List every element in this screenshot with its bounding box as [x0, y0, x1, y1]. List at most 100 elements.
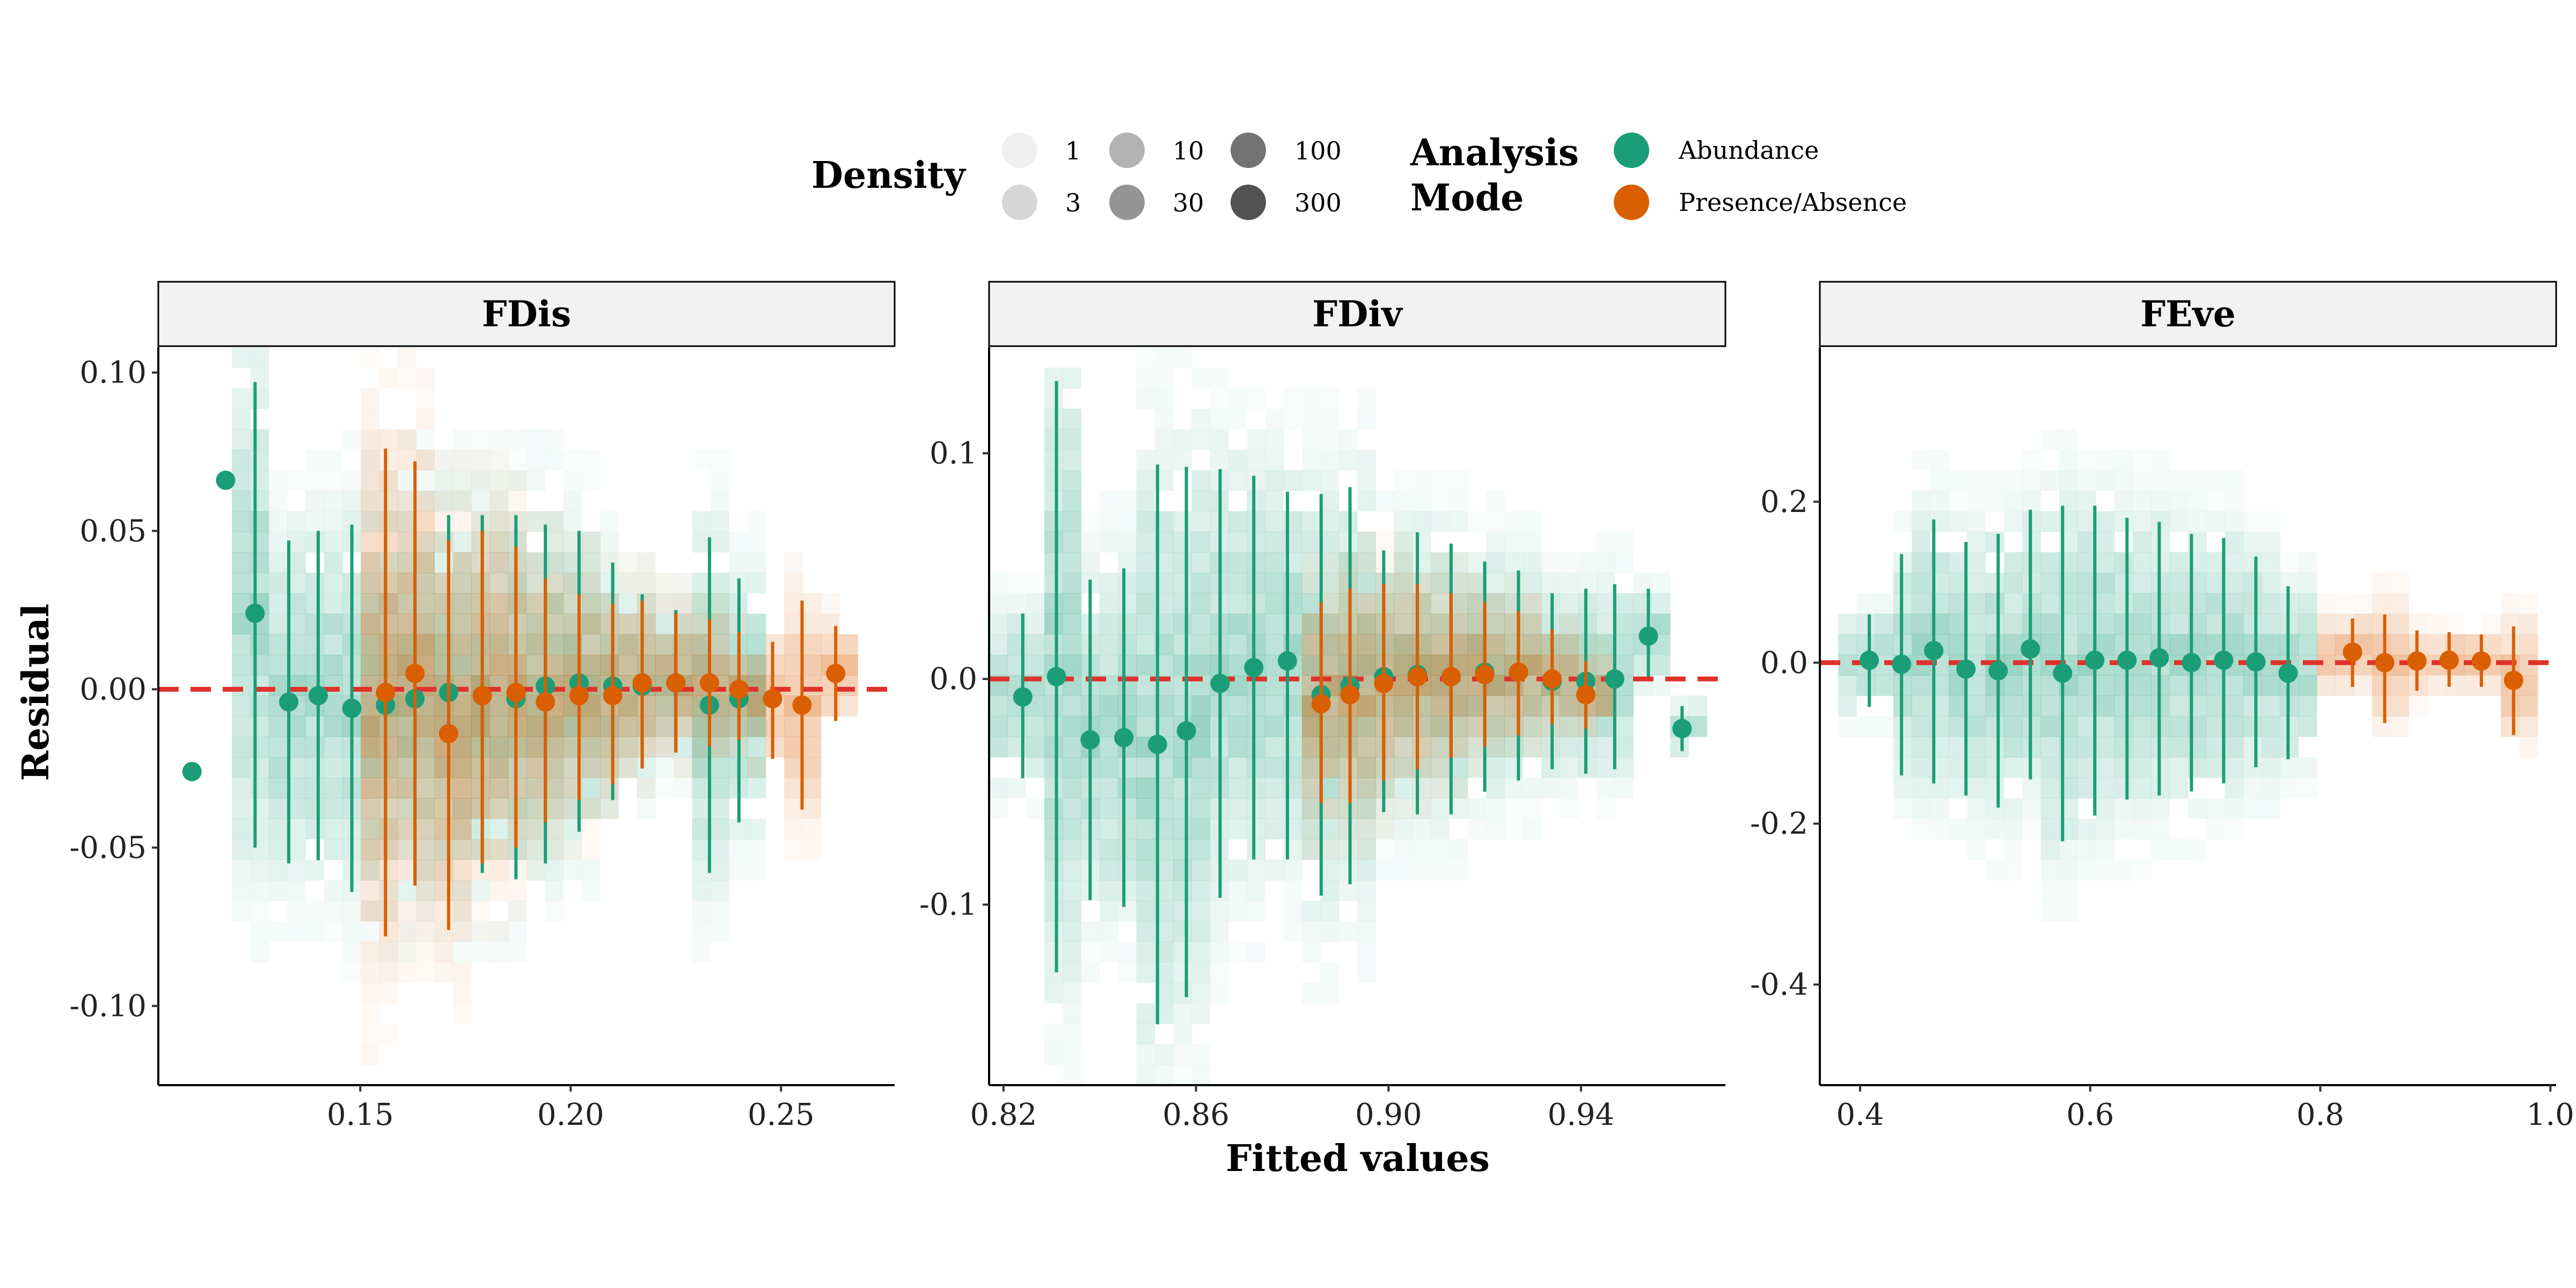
density-tile — [361, 901, 380, 921]
density-tile — [1228, 778, 1247, 799]
density-tile — [784, 798, 803, 819]
density-tile — [251, 901, 269, 921]
density-tile — [361, 491, 380, 512]
density-tile — [2077, 778, 2096, 799]
density-tile — [1394, 573, 1413, 594]
density-tile — [1154, 1064, 1174, 1085]
density-tile — [1357, 859, 1376, 881]
density-tile — [2206, 511, 2226, 532]
density-tile — [989, 593, 1008, 614]
density-tile — [1596, 757, 1615, 778]
density-tile — [2243, 511, 2262, 532]
density-tile — [268, 552, 288, 573]
data-point — [569, 686, 589, 706]
density-tile — [324, 880, 343, 901]
data-point — [1244, 658, 1264, 678]
density-tile — [268, 778, 288, 799]
density-tile — [1228, 634, 1247, 655]
density-tile — [692, 511, 711, 532]
density-tile — [2096, 613, 2115, 635]
density-tile — [2133, 860, 2151, 881]
density-tile — [1136, 491, 1155, 512]
density-tile — [471, 921, 490, 942]
data-point — [2182, 653, 2201, 672]
density-tile — [489, 511, 509, 532]
density-key-label: 30 — [1173, 188, 1204, 217]
density-tile — [452, 654, 472, 676]
density-tile — [1967, 491, 1986, 512]
density-tile — [250, 531, 269, 553]
density-tile — [784, 654, 803, 676]
density-tile — [1173, 1023, 1192, 1045]
density-tile — [361, 531, 380, 553]
density-tile — [2262, 552, 2280, 573]
density-tile — [489, 880, 509, 901]
density-tile — [1320, 778, 1340, 799]
density-tile — [618, 634, 638, 655]
density-tile — [2133, 552, 2151, 573]
density-tile — [489, 675, 509, 696]
density-tile — [1930, 798, 1949, 819]
density-tile — [674, 573, 693, 594]
density-tile — [747, 654, 766, 676]
density-tile — [802, 818, 822, 840]
density-tile — [324, 593, 343, 614]
density-tile — [1985, 593, 2004, 614]
density-tile — [1578, 593, 1597, 614]
density-tile — [2040, 634, 2060, 655]
density-tile — [1191, 921, 1211, 942]
density-tile — [600, 736, 619, 758]
density-tile — [2096, 736, 2115, 758]
density-tile — [305, 716, 325, 737]
density-tile — [802, 778, 822, 799]
density-tile — [526, 654, 545, 676]
density-tile — [397, 552, 416, 573]
density-tile — [1063, 1003, 1081, 1024]
density-tile — [563, 839, 582, 860]
density-tile — [1302, 901, 1321, 921]
density-tile — [2022, 778, 2041, 799]
density-tile — [1007, 573, 1026, 594]
density-tile — [2298, 573, 2317, 594]
density-tile — [2224, 531, 2244, 553]
density-tile — [489, 921, 509, 942]
density-tile — [1578, 716, 1597, 737]
density-tile — [636, 593, 656, 614]
density-tile — [1486, 716, 1505, 737]
density-tile — [989, 573, 1008, 594]
density-tile — [1173, 757, 1192, 778]
density-tile — [1486, 798, 1505, 819]
data-point — [603, 686, 623, 706]
density-tile — [2096, 757, 2115, 778]
density-tile — [1210, 388, 1229, 409]
density-key-swatch — [1109, 185, 1145, 220]
density-tile — [1173, 613, 1192, 635]
density-tile — [1967, 778, 1986, 799]
density-tile — [1100, 942, 1118, 963]
density-tile — [232, 696, 251, 716]
density-tile — [452, 798, 472, 819]
density-tile — [452, 470, 472, 491]
density-tile — [1523, 634, 1542, 655]
density-tile — [1523, 716, 1542, 737]
density-tile — [324, 757, 343, 778]
density-tile — [397, 941, 416, 963]
density-tile — [471, 942, 490, 963]
density-tile — [2390, 593, 2410, 614]
density-tile — [379, 368, 398, 389]
density-tile — [1173, 901, 1192, 921]
y-tick-label: 0.1 — [930, 436, 977, 471]
density-tile — [250, 818, 269, 840]
density-tile — [1136, 511, 1155, 532]
density-tile — [471, 593, 490, 614]
density-tile — [361, 1044, 380, 1065]
density-tile — [232, 654, 251, 676]
density-tile — [416, 941, 435, 963]
density-tile — [1026, 654, 1045, 676]
density-tile — [250, 429, 269, 450]
density-tile — [1136, 880, 1155, 901]
density-tile — [1191, 757, 1211, 778]
density-tile — [453, 429, 472, 450]
